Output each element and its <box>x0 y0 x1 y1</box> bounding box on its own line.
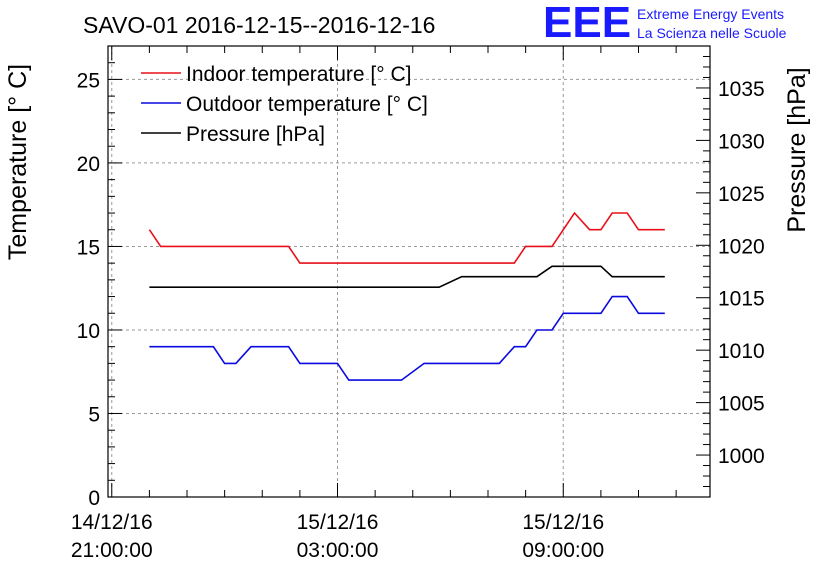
x-tick-label-date: 14/12/16 <box>71 511 153 534</box>
y-tick-label-left: 5 <box>88 403 100 426</box>
x-tick-label-date: 15/12/16 <box>297 511 379 534</box>
y-tick-label-left: 10 <box>77 320 100 343</box>
series-layer <box>148 211 665 381</box>
y-tick-label-right: 1005 <box>718 393 765 416</box>
logo-line1: Extreme Energy Events <box>637 6 784 22</box>
x-tick-label-time: 03:00:00 <box>297 539 379 562</box>
y-tick-label-left: 25 <box>77 69 100 92</box>
y-tick-label-left: 20 <box>77 153 100 176</box>
y-tick-label-right: 1025 <box>718 183 765 206</box>
logo-letters: EEE <box>543 0 631 47</box>
legend: Indoor temperature [° C] Outdoor temperat… <box>141 63 428 146</box>
legend-label-outdoor-temperature-c: Outdoor temperature [° C] <box>186 93 428 116</box>
y-axis-label-left: Temperature [° C] <box>4 64 32 260</box>
y-tick-label-right: 1020 <box>718 235 765 258</box>
y-tick-label-right: 1035 <box>718 78 765 101</box>
logo: EEE Extreme Energy Events La Scienza nel… <box>543 0 787 47</box>
legend-label-pressure-hpa: Pressure [hPa] <box>186 123 325 146</box>
y-axis-label-right: Pressure [hPa] <box>783 67 811 232</box>
chart-title: SAVO-01 2016-12-15--2016-12-16 <box>83 12 435 38</box>
y-tick-label-right: 1030 <box>718 130 765 153</box>
legend-label-indoor-temperature-c: Indoor temperature [° C] <box>186 63 412 86</box>
grid <box>108 46 710 497</box>
series-line-outdoor-temperature-c <box>149 295 665 381</box>
series-line-indoor-temperature-c <box>148 211 665 264</box>
logo-line2: La Scienza nelle Scuole <box>637 25 787 41</box>
x-tick-label-time: 21:00:00 <box>71 539 153 562</box>
axes <box>107 45 711 498</box>
y-tick-label-left: 0 <box>88 487 100 510</box>
plot-frame <box>107 45 711 498</box>
y-tick-label-left: 15 <box>77 236 100 259</box>
y-tick-label-right: 1010 <box>718 340 765 363</box>
series-line-pressure-hpa <box>149 265 665 289</box>
ticks-layer: 0510152025100010051010101510201025103010… <box>71 45 765 562</box>
x-tick-label-time: 09:00:00 <box>522 539 604 562</box>
x-tick-label-date: 15/12/16 <box>522 511 604 534</box>
y-tick-label-right: 1000 <box>718 445 765 468</box>
y-tick-label-right: 1015 <box>718 288 765 311</box>
